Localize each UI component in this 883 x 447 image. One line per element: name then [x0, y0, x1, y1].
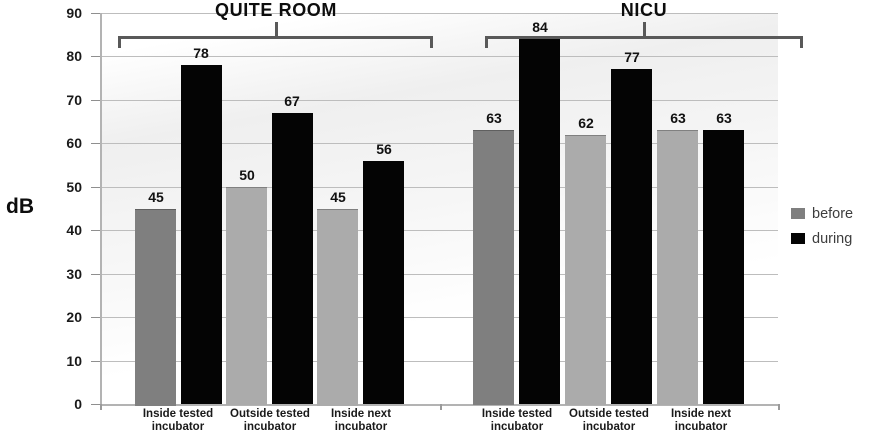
category-label: Outside tested incubator [230, 408, 310, 433]
y-axis-tick-label: 0 [74, 396, 82, 412]
bar-during [363, 161, 404, 404]
y-axis-tick [91, 187, 100, 188]
x-axis-tick [778, 404, 780, 410]
gridline [100, 317, 778, 318]
category-label: Inside next incubator [330, 408, 392, 433]
bar-value-label: 63 [716, 110, 732, 126]
x-axis-tick [100, 404, 102, 410]
bar-value-label: 63 [670, 110, 686, 126]
group-bracket-end-tick [430, 36, 433, 48]
group-bracket-line [118, 36, 433, 39]
bar-value-label: 78 [193, 45, 209, 61]
bar-value-label: 45 [330, 189, 346, 205]
y-axis-title: dB [6, 195, 34, 218]
y-axis-tick [91, 13, 100, 14]
group-title-nicu: NICU [620, 0, 668, 20]
legend-label-during: during [812, 230, 853, 247]
bar-before [226, 187, 267, 405]
bar-value-label: 67 [284, 93, 300, 109]
legend-item-during: during [791, 226, 853, 251]
bar-value-label: 45 [148, 189, 164, 205]
legend-label-before: before [812, 205, 854, 222]
bar-before [473, 130, 514, 405]
legend: before during [791, 201, 853, 251]
group-bracket-center-tick [275, 22, 278, 36]
y-axis-line [100, 13, 102, 404]
y-axis-tick [91, 56, 100, 57]
x-axis-line [100, 404, 778, 406]
bar-value-label: 56 [376, 141, 392, 157]
y-axis-tick-label: 50 [66, 179, 82, 195]
bar-value-label: 50 [239, 167, 255, 183]
bar-during [181, 65, 222, 404]
gridline [100, 143, 778, 144]
bar-before [317, 209, 358, 406]
y-axis-tick [91, 404, 100, 405]
legend-swatch-during [791, 233, 805, 244]
bar-during [272, 113, 313, 404]
bar-before [135, 209, 176, 406]
y-axis-tick-label: 30 [66, 266, 82, 282]
category-label: Inside tested incubator [481, 408, 553, 433]
bar-value-label: 63 [486, 110, 502, 126]
gridline [100, 56, 778, 57]
bar-value-label: 62 [578, 115, 594, 131]
bar-value-label: 84 [532, 19, 548, 35]
y-axis-tick [91, 317, 100, 318]
bar-during [703, 130, 744, 404]
y-axis-tick [91, 361, 100, 362]
category-label: Outside tested incubator [569, 408, 649, 433]
group-bracket-end-tick [118, 36, 121, 48]
group-bracket-center-tick [643, 22, 646, 36]
bar-during [519, 39, 560, 404]
group-bracket-line [485, 36, 803, 39]
group-bracket-end-tick [800, 36, 803, 48]
y-axis-tick-label: 70 [66, 92, 82, 108]
group-bracket-end-tick [485, 36, 488, 48]
y-axis-tick [91, 143, 100, 144]
y-axis-tick [91, 274, 100, 275]
y-axis-tick-label: 80 [66, 48, 82, 64]
y-axis-tick-label: 60 [66, 135, 82, 151]
gridline [100, 187, 778, 188]
gridline [100, 230, 778, 231]
y-axis-tick [91, 100, 100, 101]
bar-value-label: 77 [624, 49, 640, 65]
y-axis-tick-label: 40 [66, 222, 82, 238]
category-label: Inside tested incubator [142, 408, 214, 433]
y-axis-tick-label: 10 [66, 353, 82, 369]
gridline [100, 13, 778, 14]
y-axis-tick-label: 20 [66, 309, 82, 325]
legend-item-before: before [791, 201, 853, 226]
bar-before [565, 135, 606, 405]
group-title-quite-room: QUITE ROOM [215, 0, 337, 20]
y-axis-tick [91, 230, 100, 231]
x-axis-tick [440, 404, 442, 410]
legend-swatch-before [791, 208, 805, 219]
gridline [100, 274, 778, 275]
y-axis-tick-label: 90 [66, 5, 82, 21]
bar-during [611, 69, 652, 404]
category-label: Inside next incubator [670, 408, 732, 433]
bar-before [657, 130, 698, 405]
gridline [100, 361, 778, 362]
gridline [100, 100, 778, 101]
